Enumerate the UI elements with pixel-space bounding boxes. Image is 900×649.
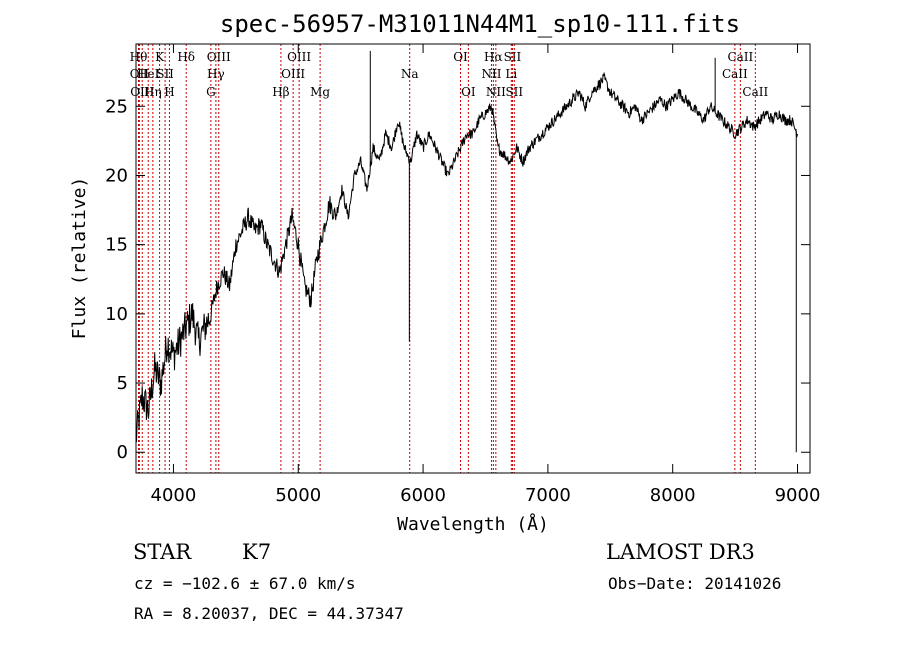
spectral-line-label: Hη — [144, 85, 162, 99]
spectral-line-label: Li — [505, 67, 517, 81]
spectral-line-label: OIII — [281, 67, 305, 81]
spectral-line-label: OI — [453, 50, 468, 64]
spectral-line-label: Hθ — [130, 50, 148, 64]
y-tick-label: 20 — [105, 165, 128, 186]
spectral-line-label: SII — [156, 67, 174, 81]
y-tick-label: 10 — [105, 304, 128, 325]
spectral-line-label: OII — [130, 67, 150, 81]
spectral-line-label: CaII — [722, 67, 748, 81]
spectral-line-label: H — [164, 85, 174, 99]
spectral-line-label: G — [206, 85, 216, 99]
flux-series-line — [135, 71, 798, 443]
spectral-line-label: Hα — [484, 50, 503, 64]
spectral-line-label: K — [155, 50, 165, 64]
plot-frame — [135, 43, 811, 474]
spectral-line-label: OIII — [287, 50, 311, 64]
object-class: STAR — [133, 540, 192, 564]
spectral-line-label: Na — [401, 67, 419, 81]
redshift-cz: cz = −102.6 ± 67.0 km/s — [134, 574, 356, 593]
spectral-line-label: Hβ — [272, 85, 289, 99]
x-axis-label: Wavelength (Å) — [397, 513, 549, 535]
spectral-line-label: Mg — [310, 85, 330, 99]
spectral-line-label: NII — [486, 85, 506, 99]
x-tick-label: 7000 — [525, 485, 571, 506]
spectral-line-label: Hγ — [207, 67, 225, 81]
y-tick-label: 5 — [117, 373, 128, 394]
spectral-line-label: CaII — [727, 50, 753, 64]
object-subclass: K7 — [242, 540, 272, 564]
spectral-line-label: OIII — [207, 50, 231, 64]
y-tick-label: 15 — [105, 235, 128, 256]
x-tick-label: 5000 — [275, 485, 321, 506]
spectral-line-label: HeI — [137, 67, 160, 81]
spectral-line-label: Hδ — [177, 50, 195, 64]
x-tick-label: 9000 — [775, 485, 821, 506]
x-tick-label: 6000 — [400, 485, 446, 506]
x-tick-label: 8000 — [650, 485, 696, 506]
y-tick-label: 0 — [117, 442, 128, 463]
spectral-line-label: CaII — [742, 85, 768, 99]
y-axis-label: Flux (relative) — [69, 177, 90, 340]
y-tick-label: 25 — [105, 96, 128, 117]
x-tick-label: 4000 — [151, 485, 197, 506]
coordinates: RA = 8.20037, DEC = 44.37347 — [134, 604, 404, 623]
spectral-line-label: SII — [505, 85, 523, 99]
survey-name: LAMOST DR3 — [606, 540, 755, 564]
chart-title: spec-56957-M31011N44M1_sp10-111.fits — [220, 10, 740, 38]
spectral-line-label: NII — [481, 67, 501, 81]
spectral-line-label: SII — [504, 50, 522, 64]
observation-date: Obs−Date: 20141026 — [608, 574, 782, 593]
spectral-line-label: OI — [461, 85, 476, 99]
